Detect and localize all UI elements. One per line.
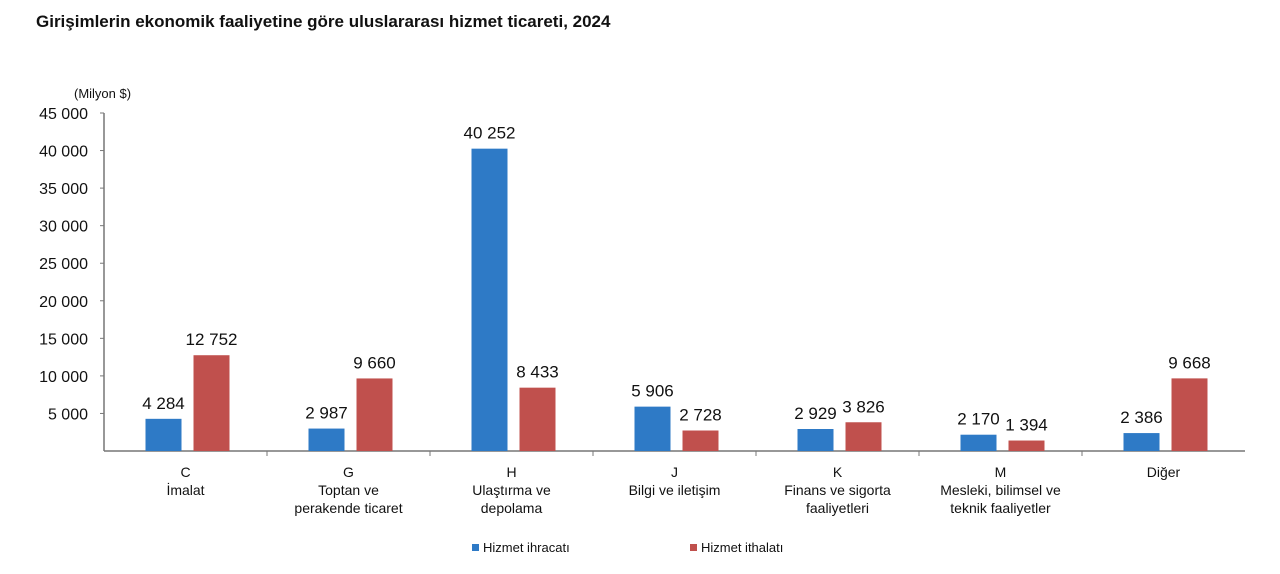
legend-label: Hizmet ihracatı bbox=[483, 540, 570, 555]
bar-export bbox=[797, 428, 834, 451]
data-label: 4 284 bbox=[142, 394, 185, 413]
chart-title: Girişimlerin ekonomik faaliyetine göre u… bbox=[36, 12, 611, 31]
x-category-label: depolama bbox=[481, 500, 543, 516]
x-category-label: perakende ticaret bbox=[294, 500, 402, 516]
bar-import bbox=[356, 378, 393, 451]
data-label: 5 906 bbox=[631, 382, 674, 401]
y-tick-label: 30 000 bbox=[39, 219, 88, 236]
x-category-label: Mesleki, bilimsel ve bbox=[940, 482, 1061, 498]
legend-swatch bbox=[690, 544, 697, 551]
y-tick-label: 15 000 bbox=[39, 331, 88, 348]
x-category-label: C bbox=[180, 464, 190, 480]
y-tick-label: 35 000 bbox=[39, 181, 88, 198]
data-label: 2 170 bbox=[957, 410, 1000, 429]
bar-export bbox=[308, 428, 345, 451]
bar-export bbox=[634, 406, 671, 451]
y-tick-label: 10 000 bbox=[39, 369, 88, 386]
x-category-label: M bbox=[995, 464, 1007, 480]
x-category-label: Toptan ve bbox=[318, 482, 379, 498]
bar-import bbox=[845, 422, 882, 451]
x-category-label: G bbox=[343, 464, 354, 480]
x-category-label: Diğer bbox=[1147, 464, 1181, 480]
data-label: 40 252 bbox=[464, 124, 516, 143]
x-category-label: J bbox=[671, 464, 678, 480]
x-category-label: İmalat bbox=[166, 481, 204, 498]
data-label: 2 386 bbox=[1120, 408, 1163, 427]
y-tick-label: 5 000 bbox=[48, 406, 88, 423]
data-label: 1 394 bbox=[1005, 416, 1048, 435]
x-category-label: H bbox=[506, 464, 516, 480]
data-label: 2 987 bbox=[305, 404, 348, 423]
bar-export bbox=[145, 418, 182, 451]
bar-import bbox=[519, 387, 556, 451]
x-category-label: Finans ve sigorta bbox=[784, 482, 891, 498]
data-label: 3 826 bbox=[842, 397, 885, 416]
y-tick-label: 25 000 bbox=[39, 256, 88, 273]
bar-import bbox=[1171, 378, 1208, 451]
bar-export bbox=[960, 434, 997, 451]
y-tick-label: 20 000 bbox=[39, 294, 88, 311]
legend-swatch bbox=[472, 544, 479, 551]
y-axis-unit-label: (Milyon $) bbox=[74, 86, 131, 101]
x-category-label: teknik faaliyetler bbox=[950, 500, 1051, 516]
data-label: 8 433 bbox=[516, 363, 559, 382]
bar-import bbox=[682, 430, 719, 451]
legend-label: Hizmet ithalatı bbox=[701, 540, 783, 555]
y-tick-label: 40 000 bbox=[39, 144, 88, 161]
data-label: 9 668 bbox=[1168, 353, 1211, 372]
data-label: 9 660 bbox=[353, 353, 396, 372]
data-label: 12 752 bbox=[186, 330, 238, 349]
x-category-label: K bbox=[833, 464, 843, 480]
x-category-label: faaliyetleri bbox=[806, 500, 869, 516]
data-label: 2 929 bbox=[794, 404, 837, 423]
bar-import bbox=[193, 355, 230, 451]
bar-export bbox=[471, 148, 508, 451]
y-tick-label: 45 000 bbox=[39, 106, 88, 123]
x-category-label: Ulaştırma ve bbox=[472, 482, 551, 498]
x-category-label: Bilgi ve iletişim bbox=[629, 482, 721, 498]
bar-import bbox=[1008, 440, 1045, 451]
bar-export bbox=[1123, 433, 1160, 451]
data-label: 2 728 bbox=[679, 406, 722, 425]
